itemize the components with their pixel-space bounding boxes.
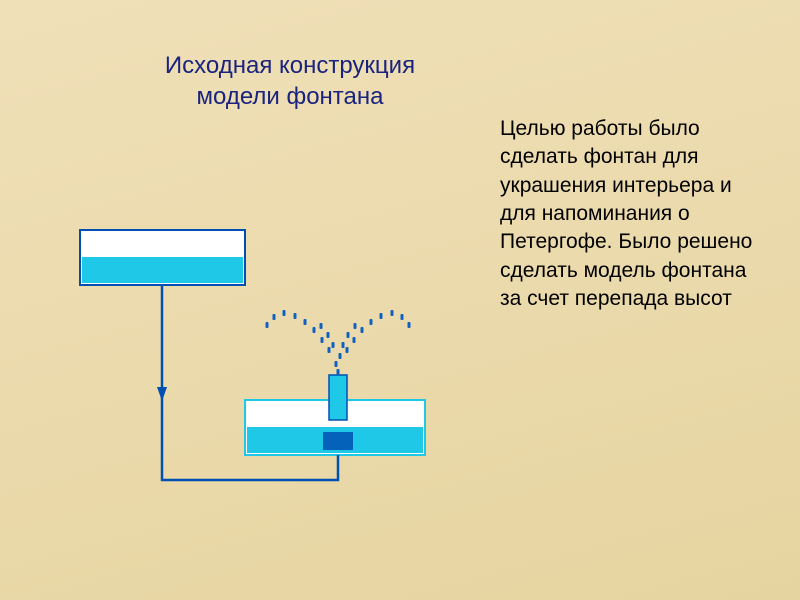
slide: Исходная конструкция модели фонтана Цель… bbox=[0, 0, 800, 600]
title-line2: модели фонтана bbox=[197, 83, 384, 110]
slide-title: Исходная конструкция модели фонтана bbox=[120, 50, 460, 112]
title-line1: Исходная конструкция bbox=[165, 52, 415, 79]
body-text: Целью работы было сделать фонтан для укр… bbox=[500, 115, 770, 313]
fountain-diagram bbox=[70, 200, 490, 530]
